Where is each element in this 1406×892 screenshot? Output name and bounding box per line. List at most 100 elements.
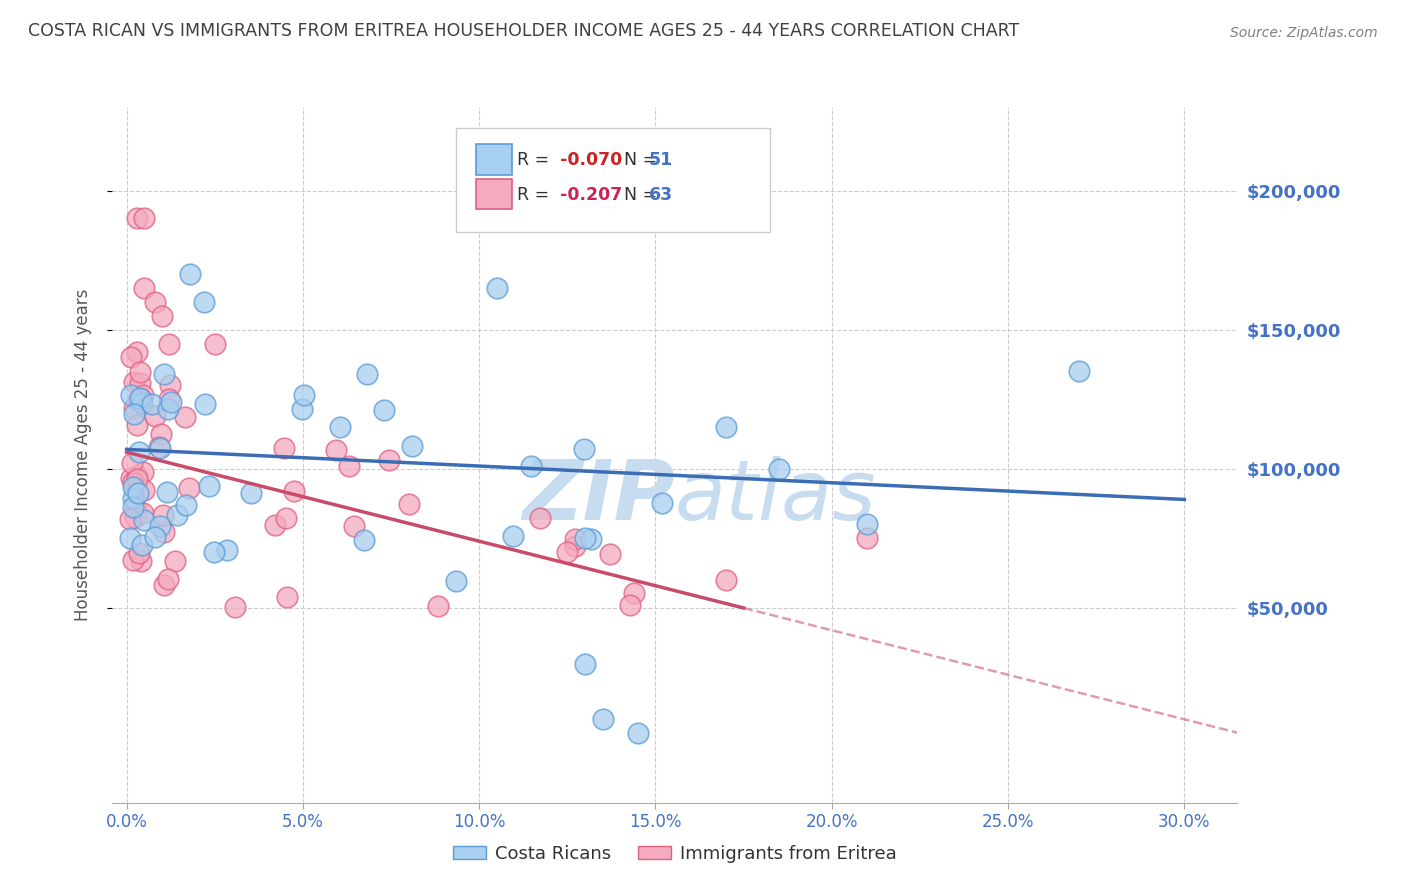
Point: [149, 427, 172, 442]
Point: [143, 409, 166, 423]
Point: [1067, 364, 1090, 378]
Legend: Costa Ricans, Immigrants from Eritrea: Costa Ricans, Immigrants from Eritrea: [446, 838, 904, 871]
Point: [197, 479, 219, 493]
Point: [592, 712, 614, 726]
Text: N =: N =: [613, 186, 662, 203]
Point: [714, 420, 737, 434]
Point: [159, 392, 181, 406]
Point: [132, 387, 155, 401]
Point: [337, 459, 360, 474]
Point: [356, 367, 378, 381]
Point: [127, 468, 149, 483]
Point: [329, 420, 352, 434]
Point: [529, 511, 551, 525]
Point: [124, 407, 146, 421]
Point: [129, 392, 152, 406]
Text: atlas: atlas: [675, 456, 876, 537]
Point: [122, 401, 145, 416]
Point: [276, 510, 298, 524]
Point: [122, 475, 145, 489]
Point: [150, 309, 173, 323]
Point: [132, 506, 155, 520]
Point: [398, 497, 420, 511]
Text: Source: ZipAtlas.com: Source: ZipAtlas.com: [1230, 26, 1378, 40]
Point: [273, 441, 295, 455]
Point: [856, 532, 879, 546]
Point: [173, 409, 195, 424]
Point: [125, 417, 148, 432]
Point: [426, 599, 449, 613]
Point: [579, 532, 602, 546]
Point: [217, 542, 239, 557]
Point: [120, 351, 142, 365]
Point: [166, 508, 188, 522]
FancyBboxPatch shape: [456, 128, 770, 232]
Text: ZIP: ZIP: [522, 456, 675, 537]
Point: [768, 462, 790, 476]
Point: [122, 491, 145, 505]
Point: [163, 554, 186, 568]
Point: [152, 508, 174, 522]
Point: [378, 453, 401, 467]
Point: [373, 403, 395, 417]
Point: [134, 211, 156, 226]
Point: [353, 533, 375, 548]
Point: [276, 590, 298, 604]
Point: [131, 554, 153, 568]
Point: [714, 573, 737, 587]
Point: [401, 438, 423, 452]
Point: [127, 211, 149, 226]
Point: [179, 267, 201, 281]
Point: [599, 547, 621, 561]
Point: [128, 365, 150, 379]
Point: [120, 471, 142, 485]
Point: [519, 458, 541, 473]
Point: [174, 498, 197, 512]
Text: 63: 63: [650, 186, 673, 203]
Point: [502, 528, 524, 542]
Point: [127, 485, 149, 500]
Point: [122, 375, 145, 389]
Text: N =: N =: [613, 151, 662, 169]
Point: [239, 485, 262, 500]
Point: [194, 397, 217, 411]
Point: [132, 513, 155, 527]
Text: -0.070: -0.070: [560, 151, 623, 169]
Point: [204, 336, 226, 351]
FancyBboxPatch shape: [475, 144, 512, 175]
Point: [444, 574, 467, 589]
Point: [202, 545, 225, 559]
Point: [121, 500, 143, 514]
Point: [127, 345, 149, 359]
Point: [120, 531, 142, 545]
Point: [619, 599, 641, 613]
Point: [127, 392, 149, 407]
Point: [122, 553, 145, 567]
Point: [127, 472, 149, 486]
Point: [627, 726, 650, 740]
Text: -0.207: -0.207: [560, 186, 623, 203]
Point: [159, 378, 181, 392]
Point: [290, 401, 312, 416]
Point: [128, 376, 150, 391]
Point: [141, 397, 163, 411]
Point: [157, 402, 180, 417]
Point: [149, 441, 172, 455]
Point: [343, 519, 366, 533]
Point: [120, 512, 142, 526]
Point: [157, 336, 180, 351]
Point: [153, 578, 176, 592]
Point: [156, 484, 179, 499]
Point: [557, 545, 579, 559]
Point: [623, 586, 645, 600]
Point: [152, 525, 174, 540]
Text: R =: R =: [517, 151, 555, 169]
Point: [132, 466, 155, 480]
Y-axis label: Householder Income Ages 25 - 44 years: Householder Income Ages 25 - 44 years: [73, 289, 91, 621]
Point: [131, 396, 153, 410]
Point: [292, 387, 315, 401]
Point: [485, 281, 508, 295]
Point: [149, 519, 172, 533]
Point: [564, 533, 586, 547]
Point: [143, 294, 166, 309]
